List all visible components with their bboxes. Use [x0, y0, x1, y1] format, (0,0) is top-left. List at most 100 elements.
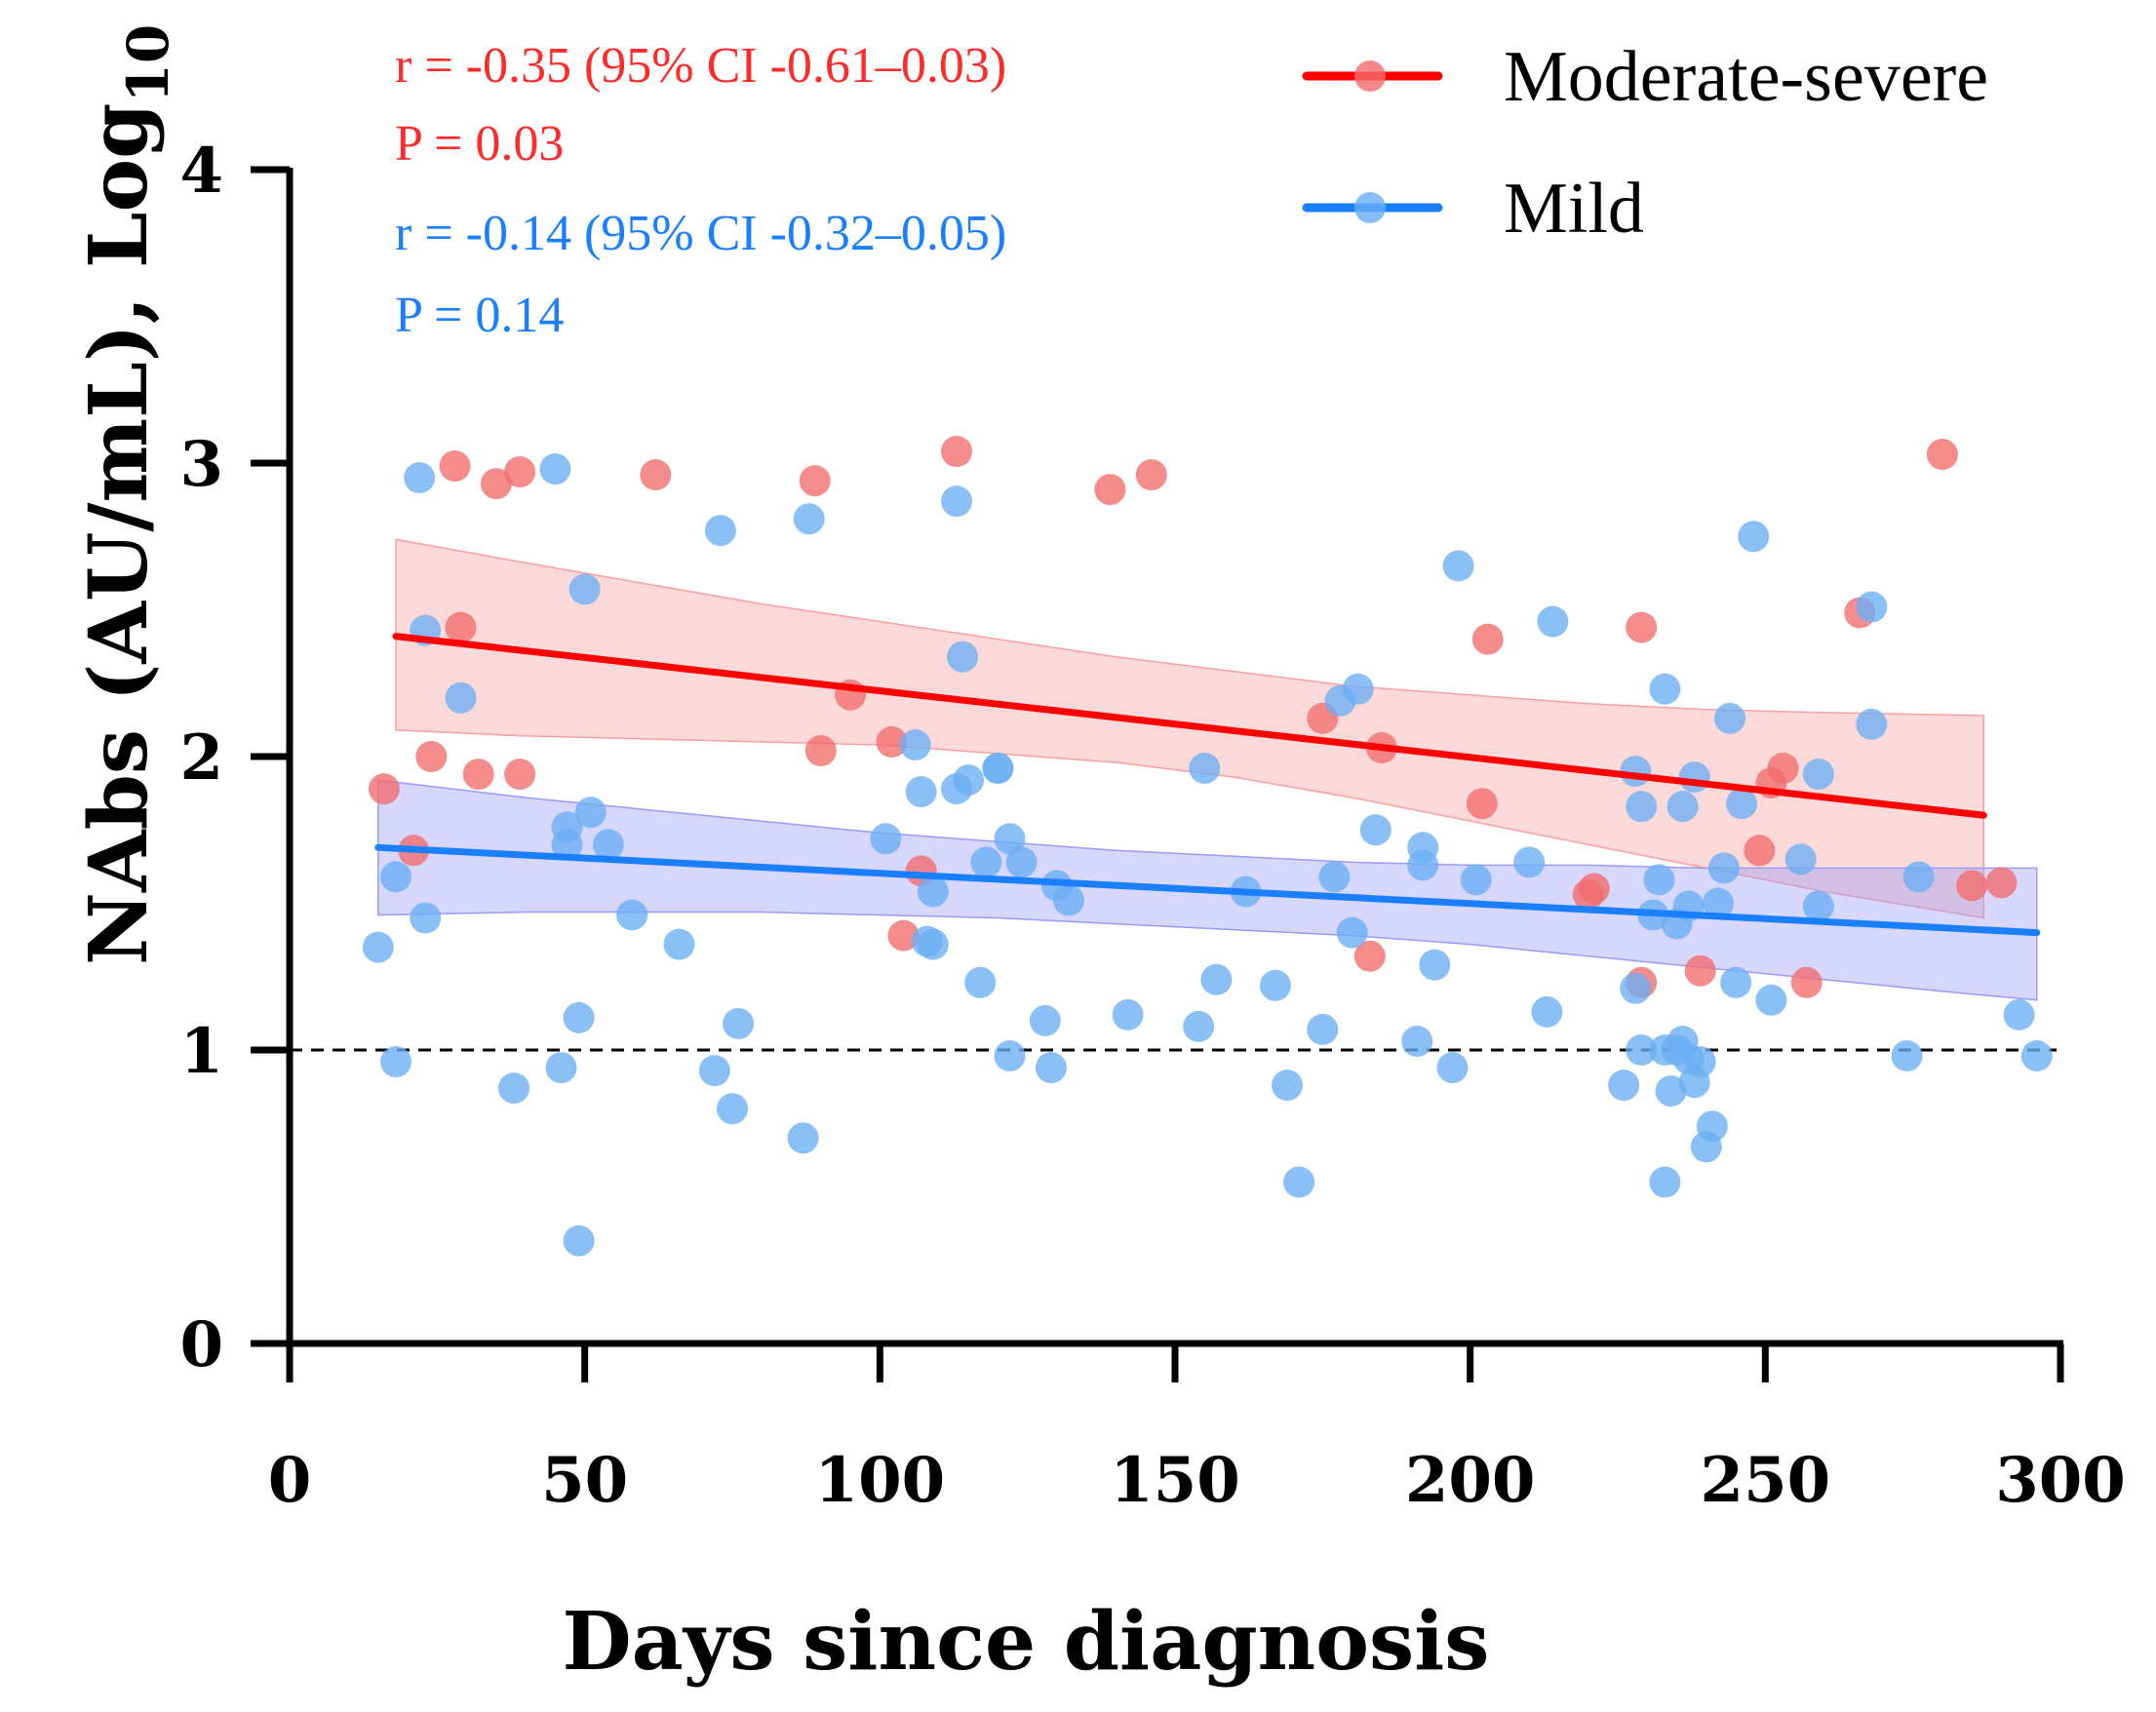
data-point-mild [870, 823, 902, 855]
data-point-moderate-severe [876, 726, 908, 758]
data-point-moderate-severe [804, 735, 837, 766]
data-point-mild [1649, 673, 1681, 705]
data-point-mild [1708, 852, 1740, 884]
x-tick-label: 300 [1995, 1444, 2126, 1517]
data-point-mild [793, 503, 825, 535]
data-point-mild [1696, 1110, 1728, 1143]
data-point-mild [917, 875, 949, 908]
data-point-mild [1336, 916, 1368, 949]
data-point-mild [787, 1122, 819, 1154]
stat-annotation: r = -0.14 (95% CI -0.32–0.05) [395, 206, 1006, 261]
data-point-mild [2003, 998, 2035, 1031]
data-point-mild [1856, 591, 1888, 623]
data-point-moderate-severe [1790, 966, 1823, 998]
data-point-moderate-severe [1466, 788, 1498, 820]
data-point-mild [1626, 791, 1658, 823]
data-point-mild [1436, 1052, 1469, 1084]
data-point-mild [1784, 843, 1817, 875]
x-tick-label: 0 [268, 1444, 312, 1517]
data-point-mild [1183, 1010, 1215, 1042]
data-point-mild [994, 1040, 1026, 1071]
data-point-moderate-severe [368, 773, 400, 805]
data-point-mild [1531, 995, 1563, 1028]
data-point-mild [1626, 1034, 1658, 1066]
fit-lines [374, 633, 2041, 937]
data-point-moderate-severe [504, 759, 536, 791]
data-point-mild [563, 1225, 595, 1257]
data-point-mild [663, 928, 695, 960]
data-point-mild [592, 829, 624, 861]
stat-annotation: P = 0.14 [395, 288, 564, 343]
data-point-moderate-severe [445, 611, 477, 643]
data-point-mild [1620, 972, 1652, 1004]
data-points [362, 436, 2053, 1257]
data-point-mild [905, 776, 937, 808]
data-point-mild [994, 823, 1026, 855]
x-tick-label: 50 [541, 1444, 628, 1517]
data-point-mild [1342, 673, 1374, 705]
data-point-moderate-severe [941, 436, 972, 467]
data-point-mild [1649, 1166, 1681, 1198]
y-tick-label: 0 [179, 1308, 223, 1381]
data-point-mild [1643, 864, 1675, 896]
data-point-mild [1029, 1004, 1061, 1036]
data-point-moderate-severe [1956, 870, 1988, 902]
data-point-mild [1189, 753, 1221, 784]
axes: 0 1 2 3 4 0 50 100 150 200 250 300 [179, 135, 2125, 1517]
data-point-moderate-severe [799, 465, 831, 497]
data-point-mild [941, 486, 972, 518]
data-point-mild [1307, 1013, 1339, 1045]
data-point-mild [1513, 846, 1546, 878]
data-point-mild [539, 453, 571, 485]
data-point-mild [2020, 1040, 2053, 1071]
data-point-moderate-severe [1626, 611, 1658, 643]
data-point-mild [1005, 846, 1038, 878]
data-point-moderate-severe [640, 459, 672, 490]
data-point-moderate-severe [1744, 835, 1776, 867]
data-point-mild [947, 641, 979, 673]
data-point-mild [616, 899, 648, 931]
data-point-mild [982, 753, 1014, 784]
data-point-mild [1608, 1070, 1640, 1102]
data-point-mild [563, 1001, 595, 1033]
data-point-mild [1856, 708, 1888, 740]
data-point-moderate-severe [1135, 459, 1167, 490]
data-point-moderate-severe [1094, 474, 1126, 506]
data-point-mild [1655, 1075, 1687, 1108]
data-point-mild [1035, 1052, 1067, 1084]
stat-annotation: r = -0.35 (95% CI -0.61–0.03) [395, 38, 1006, 94]
x-tick-label: 250 [1701, 1444, 1831, 1517]
y-axis-title: NAbs (AU/mL), Log10 [72, 24, 181, 965]
data-point-moderate-severe [1684, 954, 1716, 987]
data-point-moderate-severe [439, 450, 471, 482]
data-point-mild [1460, 864, 1492, 896]
data-point-mild [380, 861, 412, 893]
data-point-mild [1755, 984, 1787, 1016]
x-axis-title: Days since diagnosis [563, 1595, 1490, 1689]
fit-line-moderate-severe [392, 633, 1987, 819]
data-point-mild [717, 1093, 748, 1125]
data-point-mild [953, 764, 985, 797]
x-tick-label: 150 [1110, 1444, 1240, 1517]
y-tick-label: 4 [179, 135, 223, 208]
data-point-mild [380, 1046, 412, 1077]
data-point-moderate-severe [415, 741, 448, 772]
data-point-mild [917, 928, 949, 960]
y-tick-label: 3 [179, 428, 223, 501]
data-point-mild [1666, 791, 1699, 823]
data-point-mild [723, 1007, 755, 1039]
data-point-moderate-severe [1985, 867, 2018, 899]
y-axis-title-main: NAbs (AU/mL), Log [72, 102, 166, 965]
data-point-mild [1802, 890, 1834, 922]
data-point-mild [498, 1072, 529, 1105]
fit-line-mild [374, 843, 2041, 937]
data-point-moderate-severe [1767, 753, 1799, 784]
data-point-moderate-severe [1578, 873, 1610, 905]
data-point-mild [1537, 605, 1569, 638]
data-point-mild [1891, 1040, 1923, 1071]
data-point-mild [1259, 969, 1291, 1001]
data-point-mild [1359, 814, 1392, 846]
data-point-mild [1902, 861, 1935, 893]
y-tick-label: 2 [179, 721, 223, 795]
data-point-moderate-severe [504, 456, 536, 487]
